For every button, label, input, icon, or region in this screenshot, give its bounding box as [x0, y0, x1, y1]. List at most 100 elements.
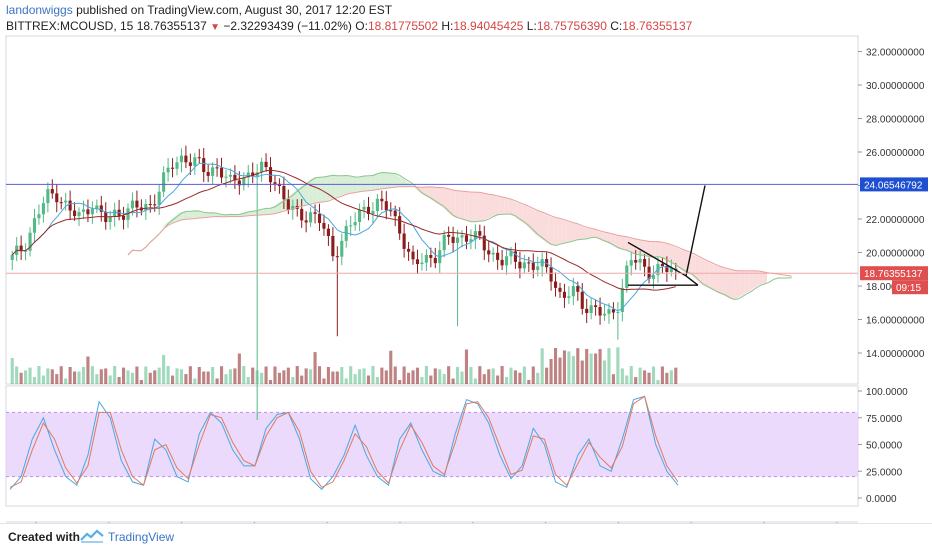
candle-body — [639, 259, 642, 263]
volume-bar — [126, 370, 129, 384]
volume-bar — [198, 367, 201, 384]
cloud-segment — [491, 195, 495, 217]
candle-body — [55, 193, 58, 202]
cloud-segment — [553, 217, 557, 245]
volume-bar — [581, 361, 584, 384]
cloud-segment — [562, 220, 566, 243]
candle-body — [371, 211, 374, 214]
candle-body — [358, 210, 361, 222]
footer: Created with TradingView — [0, 523, 932, 551]
volume-bar — [469, 367, 472, 384]
volume-bar — [153, 370, 156, 384]
stoch-tick-label: 0.0000 — [866, 494, 897, 505]
candle-body — [86, 209, 89, 214]
volume-bar — [158, 368, 161, 384]
candle-body — [452, 237, 455, 243]
volume-bar — [438, 369, 441, 384]
volume-bar — [487, 369, 490, 384]
cloud-segment — [157, 229, 161, 234]
cloud-segment — [500, 197, 504, 214]
volume-bar — [362, 368, 365, 384]
cloud-segment — [736, 271, 740, 299]
cloud-segment — [397, 175, 401, 186]
volume-bar — [505, 377, 508, 384]
cloud-segment — [495, 196, 499, 215]
volume-bar — [371, 366, 374, 384]
candle-body — [167, 168, 170, 173]
candle-body — [616, 312, 619, 313]
candle-body — [572, 286, 575, 296]
created-with-label: Created with — [8, 530, 80, 544]
volume-bar — [171, 376, 174, 384]
volume-bar — [118, 377, 121, 384]
candle-body — [305, 220, 308, 222]
candle-body — [501, 260, 504, 265]
volume-bar — [331, 372, 334, 384]
candle-body — [434, 258, 437, 263]
volume-bar — [585, 349, 588, 384]
volume-bar — [322, 379, 325, 384]
candle-body — [389, 210, 392, 211]
cloud-segment — [344, 176, 348, 195]
volume-bar — [265, 367, 268, 384]
candle-body — [11, 255, 14, 260]
cloud-segment — [567, 221, 571, 242]
volume-bar — [590, 354, 593, 384]
price-tick-label: 16.00000000 — [866, 316, 925, 327]
candle-body — [492, 253, 495, 255]
volume-bar — [100, 369, 103, 384]
volume-bar — [180, 369, 183, 384]
candle-body — [599, 307, 602, 315]
candle-body — [478, 231, 481, 236]
volume-bar — [550, 359, 553, 384]
candle-body — [398, 216, 401, 233]
volume-bar — [358, 369, 361, 384]
cloud-segment — [322, 176, 326, 202]
volume-bar — [376, 377, 379, 384]
volume-bar — [389, 351, 392, 384]
chart-canvas[interactable]: 32.0000000030.0000000028.0000000026.0000… — [0, 0, 932, 523]
cloud-segment — [749, 271, 753, 291]
candle-body — [416, 259, 419, 264]
price-tick-label: 14.00000000 — [866, 349, 925, 360]
candle-body — [505, 256, 508, 265]
volume-bar — [309, 369, 312, 384]
volume-bar — [242, 366, 245, 384]
candle-body — [336, 256, 339, 257]
candle-body — [189, 162, 192, 166]
cloud-segment — [651, 242, 655, 258]
volume-bar — [193, 379, 196, 384]
cloud-segment — [558, 218, 562, 244]
cloud-segment — [714, 265, 718, 293]
volume-bar — [639, 368, 642, 384]
volume-bar — [643, 370, 646, 384]
candle-body — [91, 209, 94, 215]
volume-bar — [403, 367, 406, 384]
volume-bar — [612, 374, 615, 384]
candle-body — [607, 309, 610, 314]
cloud-segment — [731, 270, 735, 299]
cloud-segment — [371, 174, 375, 191]
candle-body — [95, 205, 98, 208]
volume-bar — [616, 347, 619, 384]
last-price-label: 18.76355137 — [864, 269, 923, 280]
candle-body — [313, 212, 316, 213]
candle-body — [376, 199, 379, 211]
volume-bar — [104, 368, 107, 384]
volume-bar — [273, 367, 276, 384]
candle-body — [576, 286, 579, 292]
candle-body — [420, 263, 423, 264]
candle-body — [407, 249, 410, 252]
tradingview-brand[interactable]: TradingView — [108, 530, 174, 544]
volume-bar — [77, 372, 80, 384]
candle-body — [425, 255, 428, 263]
volume-bar — [60, 366, 63, 384]
candle-body — [460, 235, 463, 237]
volume-bar — [509, 368, 512, 384]
volume-bar — [340, 367, 343, 384]
volume-bar — [336, 372, 339, 384]
volume-bar — [385, 370, 388, 384]
volume-bar — [175, 368, 178, 384]
candle-body — [211, 167, 214, 176]
candle-body — [394, 211, 397, 217]
